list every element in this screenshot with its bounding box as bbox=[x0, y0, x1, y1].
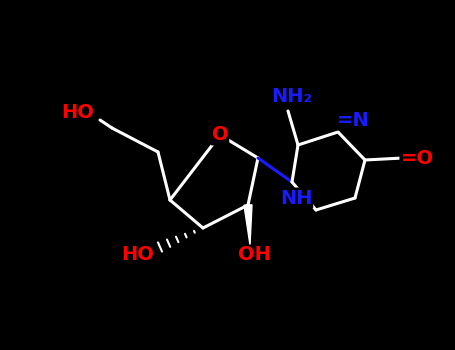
Text: HO: HO bbox=[61, 103, 95, 121]
Text: =N: =N bbox=[337, 111, 369, 130]
Text: O: O bbox=[212, 126, 228, 145]
Text: NH₂: NH₂ bbox=[272, 88, 313, 106]
Text: OH: OH bbox=[238, 245, 270, 265]
Text: NH: NH bbox=[280, 189, 312, 208]
Text: HO: HO bbox=[121, 245, 154, 265]
Polygon shape bbox=[244, 205, 252, 245]
Text: =O: =O bbox=[400, 148, 434, 168]
